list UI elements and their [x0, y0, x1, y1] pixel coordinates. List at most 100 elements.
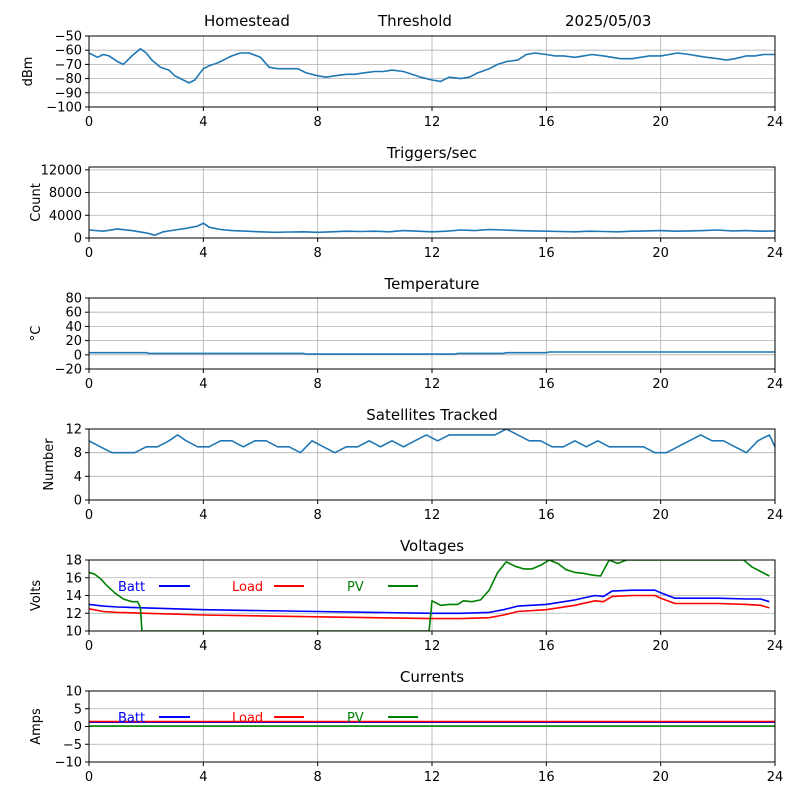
tick-label-y: 0 [74, 348, 82, 363]
tick-label-x: 8 [314, 508, 322, 523]
tick-label-y: 12000 [41, 163, 82, 178]
tick-label-y: −80 [55, 72, 82, 87]
tick-label-y: −90 [55, 86, 82, 101]
chart-panel-satellites-tracked: 0 4 8 12 16 20 24 0 4 8 12 Number Satellites Tracked [42, 406, 783, 523]
tick-label-y: 4 [74, 470, 82, 485]
chart-title: Voltages [400, 537, 464, 555]
chart-title: Currents [400, 668, 464, 686]
tick-label-x: 0 [85, 770, 93, 785]
tick-label-x: 12 [424, 377, 441, 392]
series-line-series-0 [89, 429, 775, 454]
tick-label-x: 4 [199, 115, 207, 130]
tick-label-x: 16 [538, 508, 555, 523]
tick-label-x: 8 [314, 377, 322, 392]
tick-label-y: 8000 [49, 186, 82, 201]
tick-label-x: 20 [652, 508, 669, 523]
legend-label-load: Load [232, 711, 263, 726]
tick-label-y: 20 [65, 334, 82, 349]
tick-label-y: −5 [63, 738, 82, 753]
tick-label-x: 12 [424, 770, 441, 785]
date-label: 2025/05/03 [565, 12, 652, 30]
tick-label-y: 0 [74, 232, 82, 247]
tick-label-x: 20 [652, 246, 669, 261]
chart-title: Triggers/sec [386, 144, 477, 162]
tick-label-x: 16 [538, 377, 555, 392]
chart-title: Satellites Tracked [366, 406, 497, 424]
tick-label-x: 4 [199, 246, 207, 261]
mode-label: Threshold [378, 12, 452, 30]
chart-panel-voltages: 0 4 8 12 16 20 24 10 12 14 16 18 Volts Voltages Batt Lo… [29, 537, 783, 654]
tick-label-y: 10 [65, 685, 82, 700]
tick-label-y: 5 [74, 702, 82, 717]
tick-label-x: 4 [199, 377, 207, 392]
series-line-series-0 [89, 222, 775, 236]
tick-label-y: 40 [65, 320, 82, 335]
tick-label-x: 24 [767, 508, 784, 523]
tick-label-y: 18 [65, 554, 82, 569]
series-line-batt [89, 589, 770, 615]
tick-label-x: 12 [424, 639, 441, 654]
tick-label-x: 8 [314, 770, 322, 785]
tick-label-y: 60 [65, 306, 82, 321]
chart-panel-triggers-sec: 0 4 8 12 16 20 24 0 4000 8000 12000 Count Triggers/s… [29, 144, 783, 261]
axis-label-y: dBm [21, 57, 36, 87]
tick-label-y: 16 [65, 571, 82, 586]
series-line-pv [89, 560, 770, 631]
tick-label-x: 16 [538, 639, 555, 654]
tick-label-y: −60 [55, 44, 82, 59]
legend-label-pv: PV [347, 580, 364, 595]
tick-label-x: 12 [424, 508, 441, 523]
axis-label-y: Count [29, 183, 44, 222]
tick-label-x: 16 [538, 246, 555, 261]
axis-label-y: Volts [29, 580, 44, 612]
tick-label-x: 24 [767, 639, 784, 654]
tick-label-x: 4 [199, 639, 207, 654]
tick-label-x: 4 [199, 770, 207, 785]
tick-label-y: −10 [55, 756, 82, 771]
tick-label-x: 20 [652, 377, 669, 392]
axis-label-y: °C [29, 326, 44, 342]
axis-label-y: Number [42, 438, 57, 491]
tick-label-y: 8 [74, 446, 82, 461]
tick-label-y: −50 [55, 30, 82, 45]
series-line-load [89, 594, 770, 620]
tick-label-y: 12 [65, 423, 82, 438]
tick-label-x: 8 [314, 115, 322, 130]
tick-label-y: 4000 [49, 209, 82, 224]
legend-label-batt: Batt [118, 580, 145, 595]
site-name: Homestead [204, 12, 290, 30]
chart-panel-currents: 0 4 8 12 16 20 24 −10 −5 0 5 10 Amps Currents Batt Load… [29, 668, 783, 785]
tick-label-x: 12 [424, 246, 441, 261]
legend-label-load: Load [232, 580, 263, 595]
tick-label-x: 0 [85, 377, 93, 392]
tick-label-y: 10 [65, 625, 82, 640]
tick-label-x: 20 [652, 639, 669, 654]
tick-label-y: 14 [65, 589, 82, 604]
tick-label-x: 24 [767, 246, 784, 261]
legend-label-batt: Batt [118, 711, 145, 726]
tick-label-x: 12 [424, 115, 441, 130]
tick-label-x: 24 [767, 377, 784, 392]
tick-label-y: −100 [46, 101, 82, 116]
tick-label-y: −20 [55, 363, 82, 378]
chart-title: Temperature [383, 275, 479, 293]
tick-label-y: 0 [74, 720, 82, 735]
tick-label-x: 20 [652, 115, 669, 130]
tick-label-x: 24 [767, 115, 784, 130]
tick-label-x: 8 [314, 639, 322, 654]
tick-label-y: 80 [65, 292, 82, 307]
tick-label-x: 24 [767, 770, 784, 785]
tick-label-x: 20 [652, 770, 669, 785]
tick-label-x: 8 [314, 246, 322, 261]
chart-panel-dbm: 0 4 8 12 16 20 24 −100−90−80−70−60−50 dBm [21, 30, 783, 131]
series-line-series-0 [89, 48, 775, 84]
tick-label-x: 4 [199, 508, 207, 523]
tick-label-y: −70 [55, 58, 82, 73]
tick-label-x: 0 [85, 246, 93, 261]
axis-label-y: Amps [29, 708, 44, 745]
tick-label-x: 0 [85, 508, 93, 523]
series-line-series-0 [89, 351, 775, 355]
tick-label-x: 0 [85, 639, 93, 654]
